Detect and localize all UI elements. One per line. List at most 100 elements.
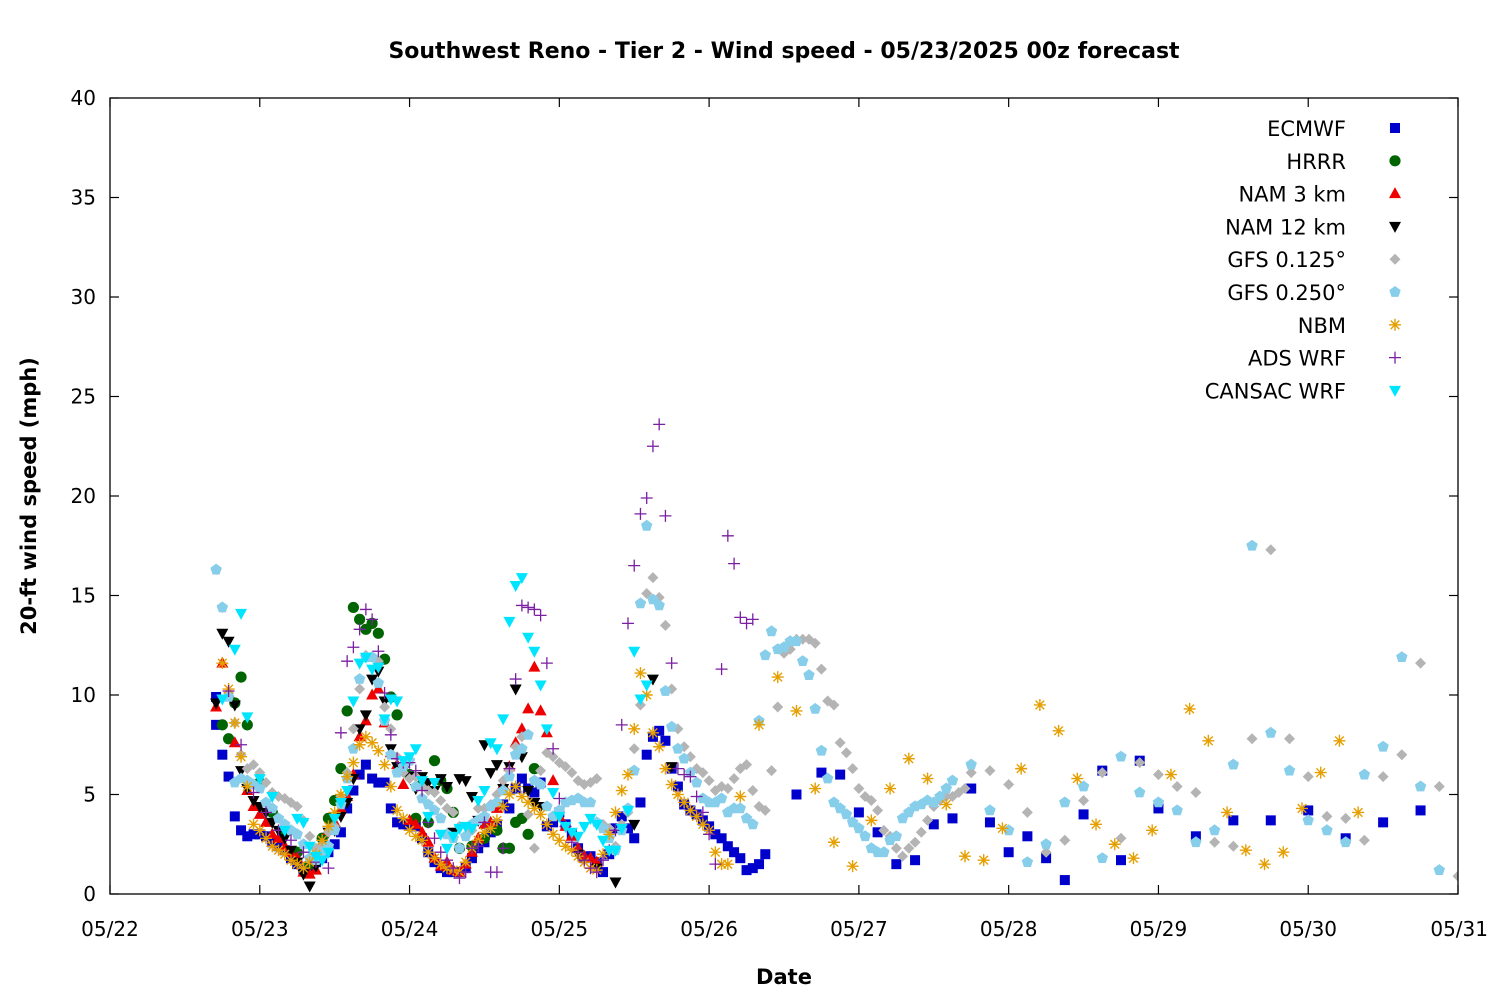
data-point-nbm (958, 850, 971, 863)
data-point-ads-wrf (465, 842, 478, 855)
data-point-ads-wrf (447, 862, 460, 875)
data-point-gfs-0-250 (815, 744, 828, 756)
data-point-ads-wrf (366, 613, 379, 626)
data-point-gfs-0-250 (254, 782, 266, 794)
data-point-ecmwf (223, 771, 234, 782)
data-point-gfs-0-125 (815, 663, 827, 675)
data-point-nbm (515, 790, 528, 803)
data-point-nbm (1090, 818, 1103, 831)
data-point-hrrr (216, 719, 228, 731)
data-point-nbm (534, 808, 547, 821)
data-point-ads-wrf (434, 846, 447, 859)
data-point-gfs-0-125 (766, 765, 778, 777)
y-tick-label: 5 (83, 783, 96, 807)
data-point-cansac-wrf (572, 831, 585, 843)
data-point-nam-3-km (522, 702, 535, 714)
data-point-ads-wrf (690, 790, 703, 803)
data-point-ads-wrf (578, 854, 591, 867)
data-point-gfs-0-250 (491, 796, 503, 808)
data-point-ecmwf (1303, 805, 1314, 816)
y-tick-label: 10 (71, 683, 96, 707)
legend-label: CANSAC WRF (1205, 379, 1346, 403)
legend-label: ECMWF (1267, 117, 1346, 141)
data-point-cansac-wrf (235, 608, 248, 620)
data-point-ecmwf (504, 803, 515, 814)
data-point-nam-3-km (515, 722, 528, 734)
data-point-cansac-wrf (328, 813, 341, 825)
data-point-cansac-wrf (590, 819, 603, 831)
data-point-gfs-0-250 (666, 720, 678, 732)
data-point-cansac-wrf (478, 786, 491, 798)
data-point-ads-wrf (671, 762, 684, 775)
data-point-ecmwf (1078, 809, 1089, 820)
data-point-nam-3-km (528, 660, 541, 672)
data-point-nam-12-km (459, 776, 472, 788)
data-point-ecmwf (760, 849, 771, 860)
data-point-nbm (403, 824, 416, 837)
series-cansac-wrf (216, 573, 653, 867)
data-point-gfs-0-125 (890, 842, 902, 854)
data-point-cansac-wrf (547, 788, 560, 800)
data-point-gfs-0-250 (634, 597, 647, 609)
data-point-gfs-0-125 (1078, 794, 1090, 806)
data-point-gfs-0-125 (728, 773, 740, 785)
data-point-gfs-0-250 (541, 800, 553, 812)
data-point-nbm (359, 730, 372, 743)
data-point-ecmwf (242, 831, 253, 842)
data-point-gfs-0-250 (1414, 780, 1427, 792)
data-point-ecmwf (1265, 815, 1276, 826)
data-point-ecmwf (1190, 831, 1201, 842)
data-point-gfs-0-250 (822, 772, 834, 784)
data-point-nbm (1071, 772, 1084, 785)
data-point-nam-12-km (216, 628, 229, 640)
data-point-cansac-wrf (528, 646, 541, 658)
data-point-gfs-0-250 (210, 563, 222, 575)
data-point-gfs-0-125 (834, 737, 846, 749)
data-point-ecmwf (710, 829, 721, 840)
data-point-gfs-0-125 (865, 794, 877, 806)
data-point-cansac-wrf (621, 805, 634, 817)
data-point-ads-wrf (503, 762, 516, 775)
data-point-gfs-0-125 (1284, 733, 1295, 745)
series-gfs-0-125 (210, 544, 1458, 882)
data-point-ecmwf (385, 803, 396, 814)
data-point-gfs-0-250 (690, 776, 703, 788)
data-point-ecmwf (367, 773, 378, 784)
legend-item: NBM (1298, 314, 1401, 338)
data-point-gfs-0-125 (435, 794, 447, 806)
data-point-gfs-0-125 (547, 751, 559, 763)
data-point-gfs-0-250 (859, 830, 871, 842)
data-point-gfs-0-125 (535, 765, 547, 777)
data-point-hrrr (491, 824, 503, 836)
data-point-ecmwf (1153, 803, 1164, 814)
data-point-ecmwf (1059, 875, 1070, 886)
data-point-nbm (1202, 734, 1215, 747)
data-point-gfs-0-125 (772, 701, 784, 713)
data-point-gfs-0-125 (759, 804, 771, 816)
data-point-nbm (241, 780, 254, 793)
data-point-nam-12-km (284, 845, 297, 857)
data-point-gfs-0-125 (1377, 771, 1389, 783)
data-point-cansac-wrf (490, 744, 503, 756)
data-point-hrrr (428, 755, 441, 767)
data-point-ads-wrf (284, 834, 297, 847)
data-point-nbm (490, 814, 503, 827)
data-point-gfs-0-250 (516, 742, 528, 754)
data-point-gfs-0-125 (722, 783, 734, 795)
data-point-ecmwf (947, 813, 958, 824)
data-point-ecmwf (1116, 855, 1126, 866)
data-point-nbm (628, 722, 641, 735)
data-point-gfs-0-250 (353, 673, 366, 684)
data-point-ads-wrf (235, 738, 248, 751)
data-point-nbm (303, 856, 316, 869)
data-point-gfs-0-250 (385, 748, 397, 760)
data-point-gfs-0-125 (1040, 846, 1052, 858)
data-point-cansac-wrf (353, 658, 366, 670)
data-point-cansac-wrf (303, 841, 316, 853)
data-point-gfs-0-125 (1152, 769, 1164, 781)
data-point-ecmwf (984, 817, 995, 828)
data-point-ads-wrf (260, 806, 273, 819)
data-point-ads-wrf (684, 770, 697, 783)
data-point-gfs-0-125 (1059, 834, 1071, 846)
